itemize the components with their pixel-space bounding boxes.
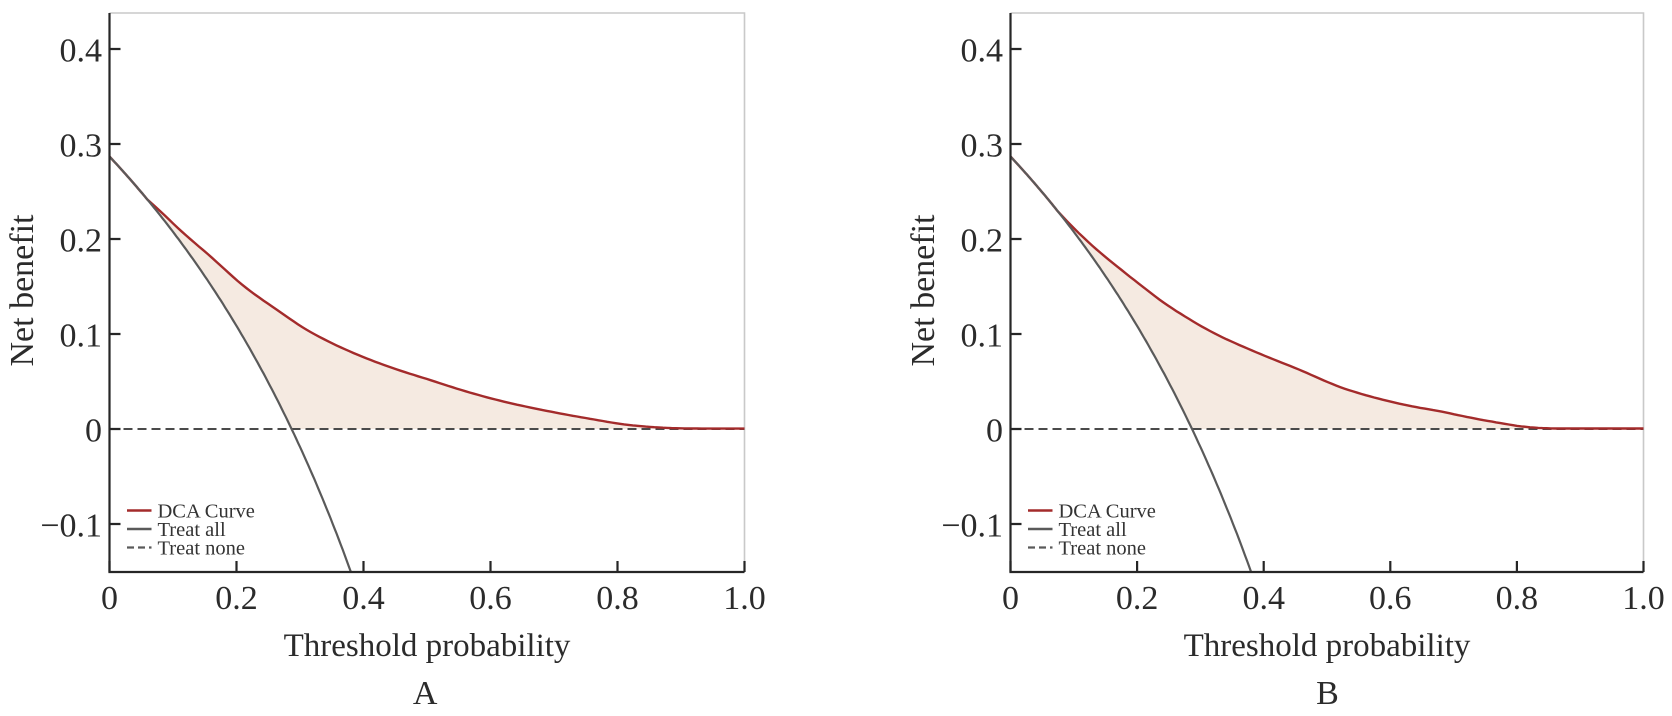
svg-text:Threshold probability: Threshold probability — [1184, 628, 1471, 664]
svg-text:1.0: 1.0 — [723, 580, 766, 617]
svg-text:DCA Curve: DCA Curve — [158, 501, 255, 523]
svg-text:0: 0 — [986, 412, 1003, 449]
svg-text:0.8: 0.8 — [1496, 580, 1539, 617]
svg-text:Treat none: Treat none — [1059, 538, 1147, 560]
svg-text:0.3: 0.3 — [60, 127, 103, 164]
svg-text:DCA Curve: DCA Curve — [1059, 501, 1156, 523]
svg-text:0.2: 0.2 — [215, 580, 258, 617]
svg-text:A: A — [413, 675, 438, 711]
svg-text:0: 0 — [101, 580, 118, 617]
svg-text:−0.1: −0.1 — [941, 507, 1003, 544]
svg-text:0: 0 — [1002, 580, 1019, 617]
svg-text:Net benefit: Net benefit — [905, 214, 942, 367]
svg-text:0.1: 0.1 — [60, 317, 103, 354]
svg-text:0.2: 0.2 — [1116, 580, 1159, 617]
svg-text:0.4: 0.4 — [60, 32, 103, 69]
svg-text:−0.1: −0.1 — [40, 507, 102, 544]
svg-text:0.3: 0.3 — [961, 127, 1004, 164]
svg-text:Treat none: Treat none — [158, 538, 246, 560]
svg-text:0.4: 0.4 — [1242, 580, 1285, 617]
svg-text:Net benefit: Net benefit — [4, 214, 41, 367]
svg-text:Treat all: Treat all — [1059, 519, 1127, 541]
svg-text:0.2: 0.2 — [60, 222, 103, 259]
svg-text:0.1: 0.1 — [961, 317, 1004, 354]
svg-text:0.6: 0.6 — [469, 580, 512, 617]
svg-text:B: B — [1316, 675, 1339, 711]
svg-text:Threshold probability: Threshold probability — [284, 628, 571, 664]
svg-text:Treat all: Treat all — [158, 519, 226, 541]
svg-text:0.4: 0.4 — [961, 32, 1004, 69]
svg-text:0.6: 0.6 — [1369, 580, 1412, 617]
svg-text:0.4: 0.4 — [342, 580, 385, 617]
svg-text:0: 0 — [85, 412, 102, 449]
svg-text:1.0: 1.0 — [1622, 580, 1665, 617]
svg-text:0.8: 0.8 — [596, 580, 639, 617]
svg-text:0.2: 0.2 — [961, 222, 1004, 259]
